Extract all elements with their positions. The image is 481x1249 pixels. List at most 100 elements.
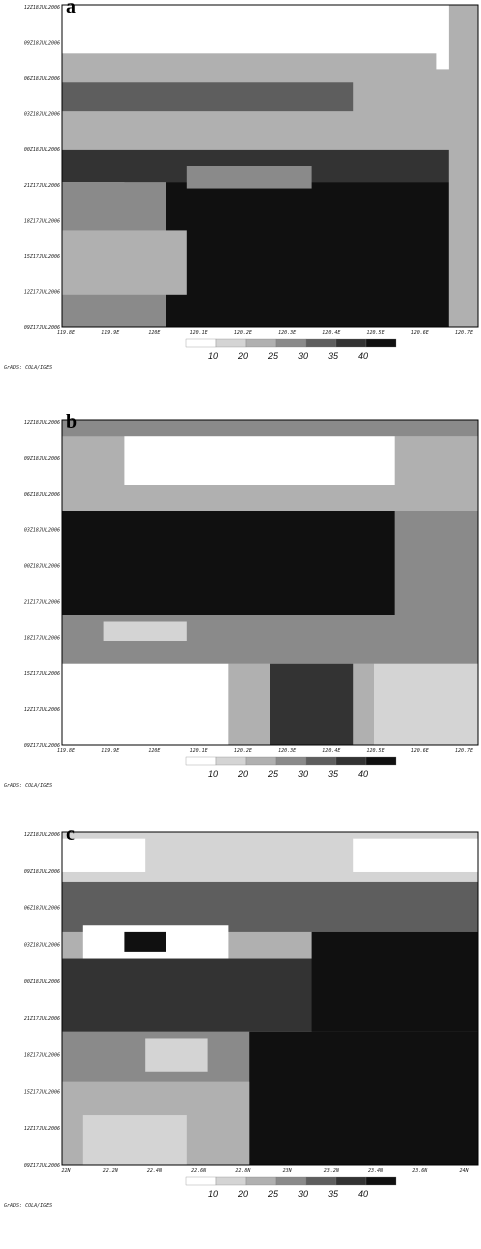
colorbar-box bbox=[215, 338, 247, 348]
x-tick-label: 22.8N bbox=[235, 1168, 251, 1174]
x-tick-label: 22.2N bbox=[103, 1168, 119, 1174]
colorbar-box bbox=[245, 1176, 277, 1186]
colorbar-label: 35 bbox=[328, 1189, 339, 1199]
shading bbox=[311, 931, 478, 1032]
colorbar-box bbox=[275, 756, 307, 766]
shading bbox=[124, 436, 395, 485]
y-tick-label: 09Z18JUL2006 bbox=[24, 869, 60, 875]
x-tick-label: 120.2E bbox=[234, 748, 252, 754]
colorbar-box bbox=[185, 1176, 217, 1186]
colorbar-box bbox=[215, 756, 247, 766]
colorbar-label: 20 bbox=[237, 351, 248, 361]
colorbar-box bbox=[215, 1176, 247, 1186]
colorbar-box bbox=[245, 756, 277, 766]
x-tick-label: 120.3E bbox=[278, 330, 296, 336]
shading bbox=[249, 1031, 478, 1165]
x-tick-label: 22.6N bbox=[191, 1168, 207, 1174]
x-tick-label: 22.4N bbox=[147, 1168, 163, 1174]
shading bbox=[62, 663, 229, 745]
colorbar-label: 40 bbox=[358, 1189, 368, 1199]
y-tick-label: 03Z18JUL2006 bbox=[24, 942, 60, 948]
y-tick-label: 12Z17JUL2006 bbox=[24, 289, 60, 295]
shading bbox=[103, 621, 187, 641]
shading bbox=[62, 881, 478, 932]
y-tick-label: 12Z17JUL2006 bbox=[24, 707, 60, 713]
x-tick-label: 120.6E bbox=[411, 330, 429, 336]
shading bbox=[448, 5, 478, 327]
y-tick-label: 06Z18JUL2006 bbox=[24, 492, 60, 498]
shading bbox=[145, 1038, 208, 1072]
panel: b 12Z18JUL2006 09Z18JUL2006 06Z18JUL2006 03Z… bbox=[4, 411, 479, 789]
y-tick-label: 09Z17JUL2006 bbox=[24, 325, 60, 331]
plot-frame bbox=[61, 4, 479, 328]
shading bbox=[62, 838, 146, 872]
colorbar-label: 40 bbox=[358, 351, 368, 361]
colorbar-label: 35 bbox=[328, 769, 339, 779]
shading bbox=[62, 111, 458, 150]
x-tick-label: 119.9E bbox=[101, 330, 119, 336]
y-tick-label: 18Z17JUL2006 bbox=[24, 1053, 60, 1059]
y-tick-label: 00Z18JUL2006 bbox=[24, 979, 60, 985]
y-tick-label: 09Z17JUL2006 bbox=[24, 743, 60, 749]
colorbar-label: 30 bbox=[298, 1189, 308, 1199]
shading bbox=[374, 663, 478, 745]
colorbar-label: 25 bbox=[267, 351, 279, 361]
colorbar-label: 35 bbox=[328, 351, 339, 361]
shading bbox=[270, 663, 354, 745]
y-tick-label: 06Z18JUL2006 bbox=[24, 76, 60, 82]
x-tick-label: 120.5E bbox=[367, 330, 385, 336]
colorbar-box bbox=[335, 756, 367, 766]
colorbar-box bbox=[185, 338, 217, 348]
y-tick-label: 15Z17JUL2006 bbox=[24, 1089, 60, 1095]
shading bbox=[62, 485, 478, 511]
x-tick-label: 120.3E bbox=[278, 748, 296, 754]
y-tick-label: 09Z18JUL2006 bbox=[24, 41, 60, 47]
panel-label: c bbox=[66, 823, 75, 845]
shading bbox=[186, 166, 312, 189]
colorbar-label: 20 bbox=[237, 1189, 248, 1199]
plot-frame bbox=[61, 419, 479, 746]
colorbar-box bbox=[245, 338, 277, 348]
colorbar-label: 25 bbox=[267, 769, 279, 779]
x-tick-label: 120.7E bbox=[455, 330, 473, 336]
y-tick-label: 03Z18JUL2006 bbox=[24, 528, 60, 534]
x-tick-label: 23N bbox=[283, 1168, 293, 1174]
x-tick-label: 120.6E bbox=[411, 748, 429, 754]
colorbar-box bbox=[305, 756, 337, 766]
x-tick-label: 120.4E bbox=[322, 330, 340, 336]
colorbar-box bbox=[365, 1176, 397, 1186]
y-tick-label: 09Z18JUL2006 bbox=[24, 456, 60, 462]
shading bbox=[353, 838, 478, 872]
panel: c 12Z18JUL2006 09Z18JUL2006 06Z18JUL2006 03Z… bbox=[4, 823, 479, 1209]
y-tick-label: 15Z17JUL2006 bbox=[24, 254, 60, 260]
y-tick-label: 12Z18JUL2006 bbox=[24, 420, 60, 426]
x-tick-label: 24N bbox=[459, 1168, 469, 1174]
colorbar-label: 25 bbox=[267, 1189, 279, 1199]
colorbar-box bbox=[185, 756, 217, 766]
colorbar-label: 30 bbox=[298, 351, 308, 361]
x-tick-label: 23.2N bbox=[324, 1168, 340, 1174]
colorbar-box bbox=[335, 1176, 367, 1186]
x-tick-label: 120.2E bbox=[234, 330, 252, 336]
y-tick-label: 18Z17JUL2006 bbox=[24, 635, 60, 641]
y-tick-label: 00Z18JUL2006 bbox=[24, 564, 60, 570]
shading bbox=[394, 436, 478, 485]
x-tick-label: 120E bbox=[148, 330, 160, 336]
footer: GrADS: COLA/IGES bbox=[4, 1203, 52, 1209]
colorbar-label: 10 bbox=[208, 769, 218, 779]
colorbar-box bbox=[365, 756, 397, 766]
x-tick-label: 120.1E bbox=[190, 748, 208, 754]
y-tick-label: 21Z17JUL2006 bbox=[24, 599, 60, 605]
colorbar-label: 10 bbox=[208, 351, 218, 361]
x-tick-label: 120E bbox=[148, 748, 160, 754]
colorbar-box bbox=[365, 338, 397, 348]
y-tick-label: 06Z18JUL2006 bbox=[24, 906, 60, 912]
y-tick-label: 21Z17JUL2006 bbox=[24, 183, 60, 189]
y-tick-label: 18Z17JUL2006 bbox=[24, 218, 60, 224]
colorbar-box bbox=[275, 1176, 307, 1186]
y-tick-label: 00Z18JUL2006 bbox=[24, 147, 60, 153]
shading bbox=[394, 511, 478, 615]
footer: GrADS: COLA/IGES bbox=[4, 783, 52, 789]
shading bbox=[62, 230, 187, 295]
panel: a 12Z18JUL2006 09Z18JUL2006 06Z18JUL2006 03Z… bbox=[4, 0, 479, 371]
